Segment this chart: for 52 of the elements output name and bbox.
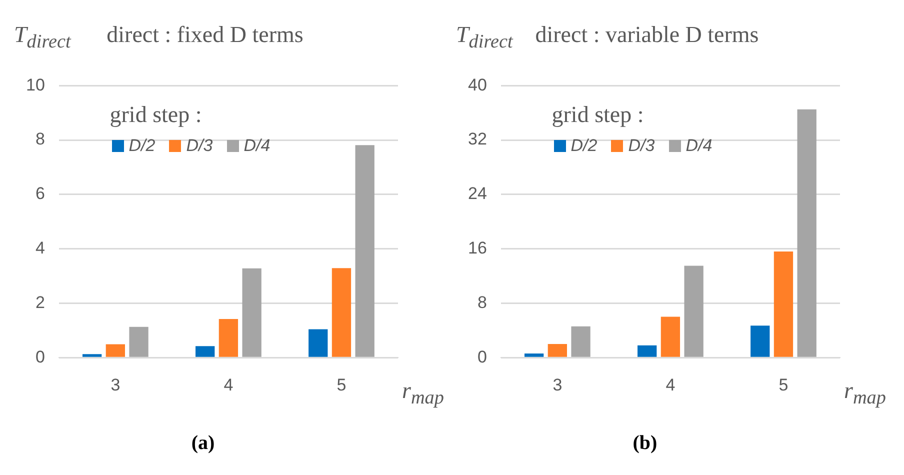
chart-title: direct : fixed D terms bbox=[106, 22, 304, 47]
bar bbox=[355, 145, 374, 357]
bar bbox=[106, 344, 125, 357]
x-tick-label: 4 bbox=[224, 375, 234, 394]
y-tick-label: 2 bbox=[35, 292, 45, 312]
legend-title: grid step : bbox=[110, 102, 203, 128]
y-tick-label: 8 bbox=[35, 130, 45, 149]
bar bbox=[660, 316, 680, 357]
legend-label: D/3 bbox=[628, 136, 655, 156]
bar bbox=[684, 266, 704, 357]
x-tick-label: 5 bbox=[336, 375, 346, 394]
y-tick-label: 0 bbox=[477, 347, 487, 366]
bar bbox=[129, 326, 148, 357]
legend-title: grid step : bbox=[552, 102, 645, 128]
y-tick-label: 24 bbox=[468, 184, 487, 204]
legend-label: D/4 bbox=[244, 136, 270, 156]
bar bbox=[750, 326, 770, 357]
y-tick-label: 0 bbox=[35, 347, 45, 366]
y-tick-label: 32 bbox=[468, 130, 487, 149]
x-tick-label: 3 bbox=[552, 375, 562, 394]
legend-label: D/2 bbox=[570, 136, 598, 156]
text: (a) bbox=[190, 432, 216, 455]
y-axis-title: T$_{direct}$ bbox=[14, 22, 71, 54]
x-tick-label: 3 bbox=[110, 375, 120, 394]
x-tick-label: 4 bbox=[666, 375, 676, 394]
x-axis-title: r$_{map}$ bbox=[402, 378, 444, 410]
y-tick-label: 10 bbox=[26, 75, 45, 94]
bar bbox=[774, 252, 794, 357]
bar bbox=[571, 326, 590, 357]
bar bbox=[82, 354, 102, 357]
chart-title: direct : variable D terms bbox=[535, 22, 759, 47]
y-tick-label: 40 bbox=[468, 75, 487, 94]
bar bbox=[218, 318, 238, 357]
x-axis-title: r$_{map}$ bbox=[844, 378, 886, 410]
y-tick-label: 16 bbox=[468, 238, 487, 258]
bar bbox=[308, 329, 328, 357]
bar bbox=[548, 344, 567, 357]
bar bbox=[332, 268, 352, 357]
bar bbox=[242, 268, 262, 357]
y-axis-title: T$_{direct}$ bbox=[456, 22, 513, 54]
legend-label: D/4 bbox=[686, 136, 712, 156]
bar bbox=[196, 346, 215, 357]
bar bbox=[638, 345, 657, 357]
x-tick-label: 5 bbox=[778, 375, 788, 394]
bar bbox=[797, 109, 816, 357]
y-tick-label: 6 bbox=[35, 184, 45, 204]
y-tick-label: 4 bbox=[35, 238, 45, 258]
legend-label: D/2 bbox=[128, 136, 156, 156]
text: (b) bbox=[632, 432, 658, 455]
y-tick-label: 8 bbox=[477, 292, 487, 312]
bar bbox=[524, 354, 544, 357]
legend-label: D/3 bbox=[186, 136, 213, 156]
